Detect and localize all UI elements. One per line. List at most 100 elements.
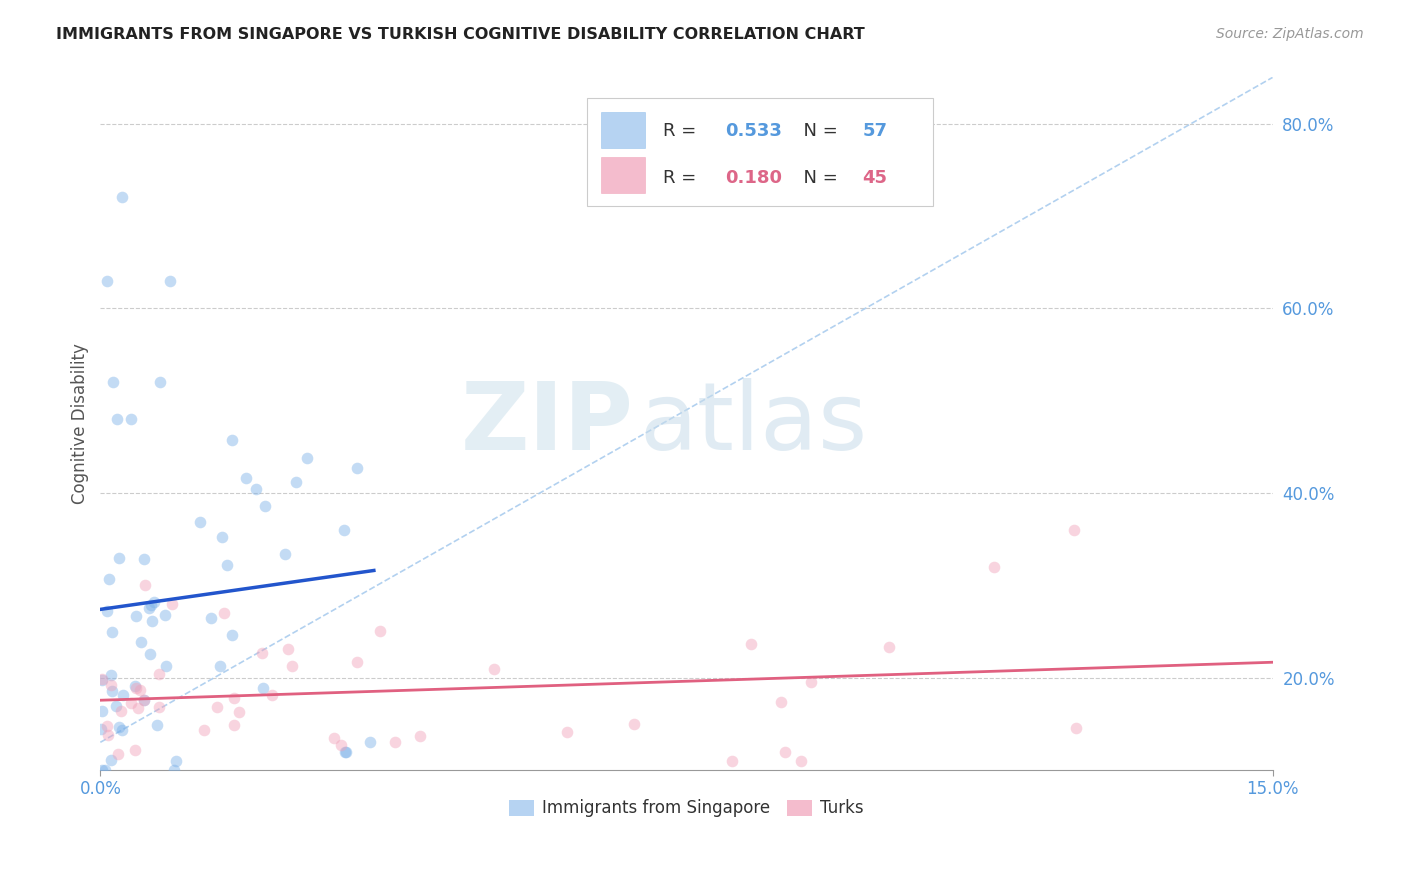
Point — [555, 724, 578, 739]
Text: N =: N = — [792, 122, 844, 140]
Point — [250, 646, 273, 660]
Point — [111, 190, 134, 204]
Point — [142, 595, 165, 609]
Point — [277, 642, 299, 657]
Text: R =: R = — [664, 169, 702, 186]
Point — [295, 450, 318, 465]
Point — [124, 743, 146, 757]
Point — [335, 745, 357, 759]
Point — [235, 471, 257, 485]
Text: IMMIGRANTS FROM SINGAPORE VS TURKISH COGNITIVE DISABILITY CORRELATION CHART: IMMIGRANTS FROM SINGAPORE VS TURKISH COG… — [56, 27, 865, 42]
Text: Source: ZipAtlas.com: Source: ZipAtlas.com — [1216, 27, 1364, 41]
Point — [368, 624, 391, 639]
Point — [125, 681, 148, 695]
Point — [91, 673, 114, 688]
Point — [96, 719, 118, 733]
Point — [125, 609, 148, 624]
Y-axis label: Cognitive Disability: Cognitive Disability — [72, 343, 89, 504]
Point — [274, 547, 297, 561]
Point — [193, 723, 215, 737]
Point — [254, 499, 277, 513]
Point — [100, 753, 122, 767]
Point — [107, 747, 129, 762]
Point — [153, 607, 176, 622]
Point — [384, 735, 406, 749]
Point — [96, 274, 118, 288]
Point — [100, 668, 122, 682]
Point — [91, 763, 114, 777]
Point — [484, 662, 506, 676]
Point — [149, 375, 172, 389]
Point — [141, 614, 163, 628]
Point — [335, 745, 357, 759]
Point — [127, 700, 149, 714]
Point — [280, 658, 302, 673]
Text: ZIP: ZIP — [461, 377, 634, 470]
Point — [112, 689, 135, 703]
Point — [138, 600, 160, 615]
Point — [221, 628, 243, 642]
Point — [284, 475, 307, 489]
Point — [228, 705, 250, 719]
Point — [769, 695, 792, 709]
Point — [211, 531, 233, 545]
Point — [1063, 523, 1085, 537]
Point — [108, 720, 131, 734]
Point — [323, 731, 346, 745]
Text: 0.533: 0.533 — [725, 122, 782, 140]
Point — [129, 683, 152, 698]
Point — [245, 482, 267, 496]
Point — [145, 718, 167, 732]
Legend: Immigrants from Singapore, Turks: Immigrants from Singapore, Turks — [502, 793, 870, 824]
Text: atlas: atlas — [640, 377, 868, 470]
Point — [139, 647, 162, 661]
Point — [773, 745, 796, 759]
Point — [224, 718, 246, 732]
Point — [120, 412, 142, 426]
Point — [221, 434, 243, 448]
Point — [98, 572, 121, 586]
Point — [260, 688, 283, 702]
Point — [139, 598, 162, 612]
Point — [159, 274, 181, 288]
Point — [132, 692, 155, 706]
Text: 45: 45 — [862, 169, 887, 186]
Point — [983, 559, 1005, 574]
Point — [200, 611, 222, 625]
Point — [790, 754, 813, 768]
Point — [188, 515, 211, 529]
Point — [330, 738, 353, 752]
Point — [134, 552, 156, 566]
Point — [101, 683, 124, 698]
Point — [129, 635, 152, 649]
Point — [97, 728, 120, 742]
Point — [409, 729, 432, 743]
Point — [224, 691, 246, 706]
Point — [132, 693, 155, 707]
Point — [165, 754, 187, 768]
Point — [252, 681, 274, 695]
Point — [877, 640, 900, 654]
Point — [100, 677, 122, 691]
FancyBboxPatch shape — [586, 98, 932, 205]
Point — [148, 667, 170, 681]
Point — [90, 672, 112, 686]
Point — [90, 704, 112, 718]
Point — [111, 723, 134, 737]
Point — [208, 658, 231, 673]
Point — [623, 716, 645, 731]
Point — [110, 704, 132, 718]
Point — [94, 763, 117, 777]
Text: 0.180: 0.180 — [725, 169, 782, 186]
Point — [346, 461, 368, 475]
Point — [124, 679, 146, 693]
Point — [101, 625, 124, 640]
Point — [155, 658, 177, 673]
Point — [134, 578, 156, 592]
Point — [162, 763, 184, 777]
Text: N =: N = — [792, 169, 844, 186]
Point — [721, 754, 744, 768]
Point — [359, 735, 381, 749]
Point — [333, 523, 356, 537]
Point — [101, 375, 124, 389]
